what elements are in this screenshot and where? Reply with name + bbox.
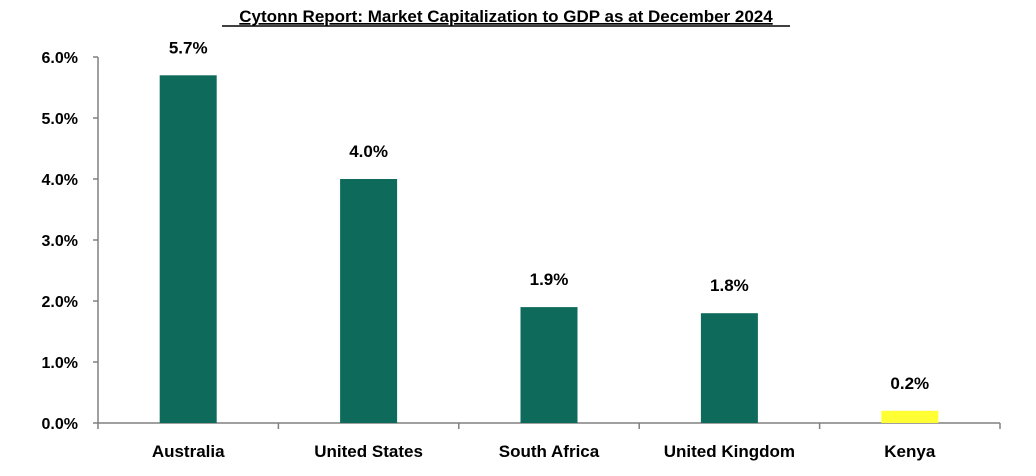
y-tick-label: 0.0% [42, 416, 78, 433]
x-axis: Australia United States South Africa United… [97, 422, 1001, 461]
x-category-label: Australia [152, 442, 225, 461]
bar [520, 307, 578, 423]
data-label: 1.9% [530, 270, 569, 289]
data-label: 5.7% [169, 38, 208, 57]
x-category-label: United Kingdom [664, 442, 795, 461]
data-labels: 5.7% 4.0% 1.9% 1.8% 0.2% [169, 38, 929, 393]
y-tick-label: 5.0% [42, 111, 78, 128]
y-tick-label: 3.0% [42, 233, 78, 250]
bar [159, 75, 217, 424]
bars [159, 75, 939, 424]
x-category-label: Kenya [884, 442, 936, 461]
x-category-label: United States [314, 442, 423, 461]
bar [881, 410, 939, 423]
data-label: 4.0% [349, 142, 388, 161]
bar [340, 179, 398, 423]
data-label: 0.2% [890, 374, 929, 393]
x-category-label: South Africa [499, 442, 600, 461]
y-axis: 0.0% 1.0% 2.0% 3.0% 4.0% 5.0% 6.0% [42, 50, 99, 433]
chart-title: Cytonn Report: Market Capitalization to … [239, 7, 773, 26]
y-tick-label: 4.0% [42, 172, 78, 189]
y-tick-label: 1.0% [42, 355, 78, 372]
y-tick-label: 2.0% [42, 294, 78, 311]
data-label: 1.8% [710, 276, 749, 295]
y-tick-label: 6.0% [42, 50, 78, 67]
bar [700, 313, 758, 423]
